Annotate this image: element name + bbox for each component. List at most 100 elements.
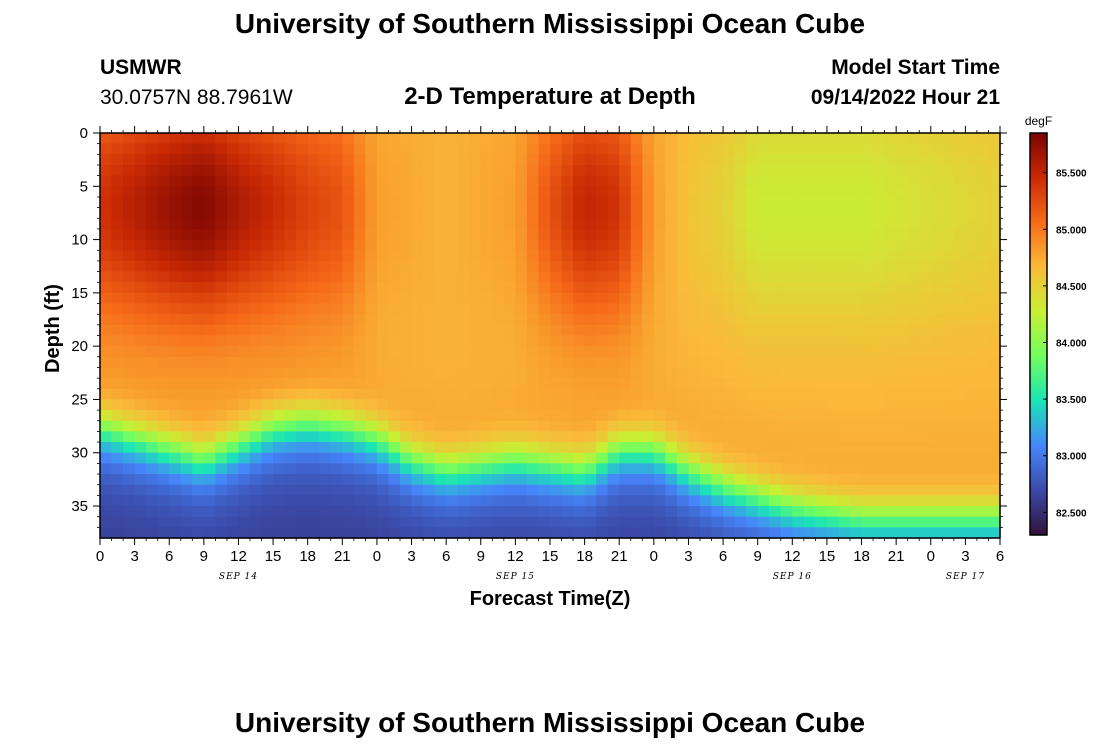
heatmap-cell bbox=[769, 196, 782, 209]
heatmap-cell bbox=[573, 474, 586, 486]
heatmap-cell bbox=[342, 410, 355, 422]
heatmap-cell bbox=[642, 218, 655, 230]
heatmap-cell bbox=[561, 303, 574, 315]
heatmap-cell bbox=[146, 527, 159, 539]
heatmap-cell bbox=[573, 367, 586, 379]
heatmap-cell bbox=[376, 207, 390, 219]
heatmap-cell bbox=[757, 474, 770, 486]
heatmap-cell bbox=[342, 495, 355, 507]
heatmap-cell bbox=[965, 452, 978, 464]
heatmap-cell bbox=[157, 324, 170, 337]
heatmap-cell bbox=[515, 282, 528, 294]
heatmap-cell bbox=[411, 207, 424, 219]
heatmap-cell bbox=[896, 442, 909, 454]
heatmap-cell bbox=[965, 420, 978, 433]
heatmap-cell bbox=[884, 463, 897, 475]
heatmap-cell bbox=[723, 143, 736, 155]
heatmap-cell bbox=[446, 324, 459, 337]
heatmap-cell bbox=[376, 399, 390, 411]
heatmap-cell bbox=[296, 164, 309, 177]
heatmap-cell bbox=[480, 442, 493, 454]
heatmap-cell bbox=[134, 154, 147, 166]
heatmap-cell bbox=[757, 260, 770, 273]
heatmap-cell bbox=[826, 410, 840, 422]
heatmap-cell bbox=[400, 495, 413, 507]
heatmap-cell bbox=[180, 228, 193, 241]
heatmap-cell bbox=[861, 335, 874, 347]
heatmap-cell bbox=[169, 495, 182, 507]
heatmap-cell bbox=[446, 228, 459, 241]
heatmap-cell bbox=[250, 271, 263, 283]
heatmap-cell bbox=[515, 303, 528, 315]
heatmap-cell bbox=[469, 175, 482, 187]
heatmap-cell bbox=[273, 474, 286, 486]
heatmap-cell bbox=[526, 506, 540, 518]
heatmap-cell bbox=[457, 228, 470, 241]
heatmap-cell bbox=[596, 239, 609, 251]
heatmap-cell bbox=[388, 260, 401, 273]
heatmap-cell bbox=[319, 378, 332, 390]
heatmap-cell bbox=[769, 143, 782, 155]
heatmap-cell bbox=[146, 516, 159, 528]
heatmap-cell bbox=[723, 292, 736, 305]
heatmap-cell bbox=[596, 186, 609, 198]
heatmap-cell bbox=[711, 463, 724, 475]
heatmap-cell bbox=[146, 324, 159, 337]
heatmap-cell bbox=[376, 442, 390, 454]
heatmap-cell bbox=[930, 260, 943, 273]
heatmap-cell bbox=[319, 442, 332, 454]
heatmap-cell bbox=[203, 378, 216, 390]
heatmap-cell bbox=[757, 143, 770, 155]
heatmap-cell bbox=[665, 292, 678, 305]
x-tick-label: 0 bbox=[650, 548, 658, 565]
heatmap-cell bbox=[226, 186, 240, 198]
heatmap-cell bbox=[884, 271, 897, 283]
heatmap-cell bbox=[123, 218, 136, 230]
heatmap-cell bbox=[561, 346, 574, 358]
heatmap-cell bbox=[203, 516, 216, 528]
heatmap-cell bbox=[365, 431, 378, 443]
heatmap-cell bbox=[792, 292, 805, 305]
heatmap-cell bbox=[284, 452, 297, 464]
heatmap-cell bbox=[157, 228, 170, 241]
heatmap-cell bbox=[700, 303, 713, 315]
heatmap-cell bbox=[930, 388, 943, 401]
heatmap-cell bbox=[838, 495, 851, 507]
heatmap-cell bbox=[180, 516, 193, 528]
heatmap-cell bbox=[896, 228, 909, 241]
heatmap-cell bbox=[792, 260, 805, 273]
heatmap-cell bbox=[780, 154, 793, 166]
heatmap-cell bbox=[896, 356, 909, 369]
heatmap-cell bbox=[353, 175, 366, 187]
heatmap-cell bbox=[976, 303, 990, 315]
heatmap-cell bbox=[792, 218, 805, 230]
heatmap-cell bbox=[711, 495, 724, 507]
heatmap-cell bbox=[134, 527, 147, 539]
heatmap-cell bbox=[550, 484, 563, 496]
heatmap-cell bbox=[792, 442, 805, 454]
heatmap-cell bbox=[446, 452, 459, 464]
heatmap-cell bbox=[169, 164, 182, 177]
heatmap-cell bbox=[330, 335, 343, 347]
heatmap-cell bbox=[538, 484, 551, 496]
heatmap-cell bbox=[457, 175, 470, 187]
heatmap-cell bbox=[792, 346, 805, 358]
heatmap-cell bbox=[123, 527, 136, 539]
heatmap-cell bbox=[526, 410, 540, 422]
heatmap-cell bbox=[526, 527, 540, 539]
heatmap-cell bbox=[226, 367, 240, 379]
heatmap-cell bbox=[953, 260, 966, 273]
heatmap-cell bbox=[100, 452, 113, 464]
heatmap-cell bbox=[930, 164, 943, 177]
heatmap-cell bbox=[273, 452, 286, 464]
heatmap-cell bbox=[250, 506, 263, 518]
heatmap-cell bbox=[596, 250, 609, 262]
heatmap-cell bbox=[123, 367, 136, 379]
heatmap-cell bbox=[919, 228, 932, 241]
heatmap-cell bbox=[757, 324, 770, 337]
heatmap-cell bbox=[850, 420, 863, 433]
heatmap-cell bbox=[942, 175, 955, 187]
heatmap-cell bbox=[169, 324, 182, 337]
heatmap-cell bbox=[642, 271, 655, 283]
heatmap-cell bbox=[861, 378, 874, 390]
